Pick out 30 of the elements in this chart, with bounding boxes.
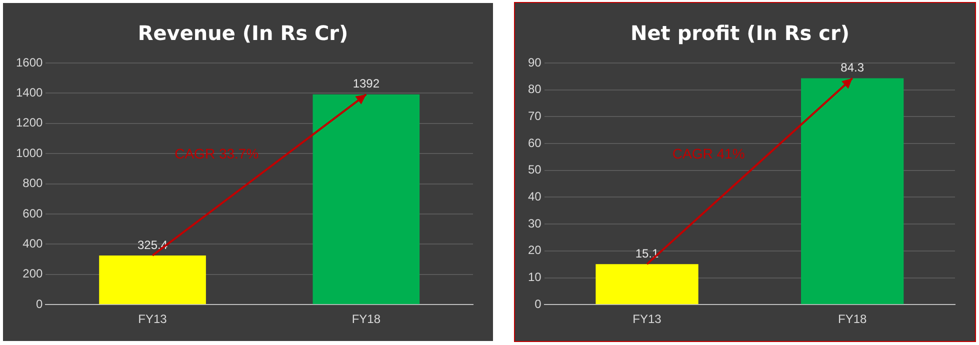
x-tick-label: FY18 bbox=[838, 312, 867, 326]
annotation: CAGR 41% bbox=[672, 146, 745, 162]
y-tick-label: 1000 bbox=[16, 146, 44, 160]
data-label: 84.3 bbox=[840, 60, 864, 75]
y-tick-label: 80 bbox=[528, 82, 542, 96]
y-tick-label: 30 bbox=[528, 216, 542, 230]
y-tick-label: 0 bbox=[534, 296, 542, 311]
chart-title: Net profit (In Rs cr) bbox=[630, 21, 850, 46]
annotation: CAGR 33.7% bbox=[174, 146, 259, 162]
y-tick-label: 400 bbox=[22, 236, 44, 251]
y-tick-label: 1400 bbox=[16, 86, 44, 100]
y-tick-label: 1200 bbox=[16, 116, 44, 130]
data-label: 325.4 bbox=[138, 238, 168, 252]
y-tick-label: 50 bbox=[528, 162, 542, 177]
chart-title: Revenue (In Rs Cr) bbox=[138, 21, 348, 46]
y-tick-label: 600 bbox=[22, 206, 44, 220]
y-tick-label: 20 bbox=[528, 243, 542, 258]
x-tick-label: FY13 bbox=[632, 312, 662, 326]
data-label: 1392 bbox=[352, 76, 380, 91]
y-tick-label: 0 bbox=[36, 296, 44, 311]
x-tick-label: FY13 bbox=[138, 312, 168, 326]
y-tick-label: 40 bbox=[528, 190, 542, 204]
x-tick-label: FY18 bbox=[352, 312, 381, 326]
y-tick-label: 60 bbox=[528, 136, 542, 150]
y-tick-label: 800 bbox=[22, 176, 44, 190]
y-tick-label: 10 bbox=[528, 270, 542, 284]
y-tick-label: 90 bbox=[528, 55, 542, 70]
y-tick-label: 200 bbox=[22, 266, 44, 281]
y-tick-label: 70 bbox=[528, 109, 542, 123]
y-tick-label: 1600 bbox=[16, 55, 44, 70]
